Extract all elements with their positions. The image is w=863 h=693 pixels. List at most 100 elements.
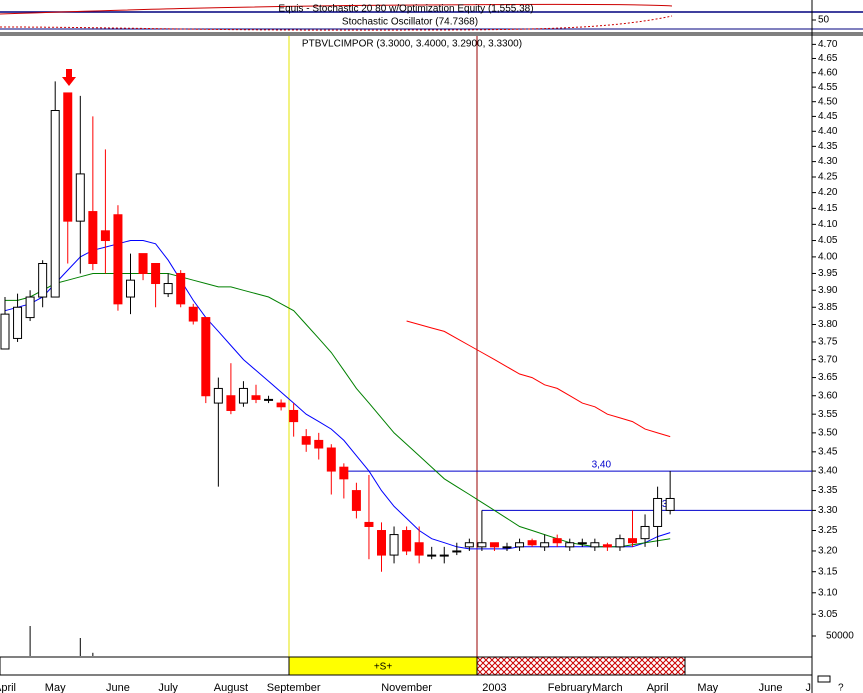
candle-body: [502, 546, 512, 549]
x-tick-label: November: [381, 682, 432, 693]
arrow: [62, 69, 76, 86]
candle-body: [151, 263, 161, 285]
x-tick-label: June: [106, 682, 130, 693]
candle-body: [452, 550, 462, 553]
line: [406, 320, 671, 438]
candle-body: [402, 530, 412, 552]
candle-body: [565, 542, 575, 548]
candle-body: [489, 542, 499, 548]
y-tick-label: 4.70: [818, 39, 838, 50]
x-tick-label: February: [548, 682, 593, 693]
y-tick-label: 4.40: [818, 126, 838, 137]
candle-body: [201, 317, 211, 397]
candle-body: [188, 306, 198, 322]
candle-body: [100, 230, 110, 242]
candle-body: [640, 525, 650, 540]
x-tick-label: September: [267, 682, 321, 693]
candle-body: [38, 263, 48, 298]
candle-body: [364, 521, 374, 527]
indicator-panel: [0, 0, 863, 33]
y-tick-label: 4.05: [818, 235, 838, 246]
y-tick-label: 3.20: [818, 546, 838, 557]
y-tick-label: 50: [818, 15, 830, 26]
candle-body: [439, 554, 449, 557]
candle-body: [377, 530, 386, 556]
equity-line-deco: [0, 3, 673, 15]
candle-body: [602, 544, 612, 548]
candle-body: [339, 466, 349, 480]
y-tick-label: 3.10: [818, 587, 838, 598]
y-tick-label: 4.20: [818, 187, 838, 198]
candle-body: [276, 402, 286, 408]
y-tick-label: 3.80: [818, 319, 838, 330]
x-tick-label: 2003: [482, 682, 506, 693]
x-tick-label: July: [158, 682, 178, 693]
y-tick-label: 4.60: [818, 67, 838, 78]
y-tick-label: 3.65: [818, 372, 838, 383]
candle-body: [289, 409, 299, 423]
candle-body: [50, 110, 60, 298]
level-label: 3,40: [592, 460, 612, 471]
x-tick-label: March: [592, 682, 623, 693]
y-tick-label: 3.25: [818, 525, 838, 536]
signal-box: [476, 656, 686, 676]
candle-body: [515, 542, 525, 548]
y-tick-label: 4.45: [818, 111, 838, 122]
candle-body: [63, 92, 73, 222]
indicator-title: Stochastic Oscillator (74.7368): [342, 17, 478, 28]
y-tick-label: 3.90: [818, 285, 838, 296]
y-tick-label: 4.25: [818, 172, 838, 183]
candle-body: [113, 214, 123, 305]
y-tick-label: 4.00: [818, 252, 838, 263]
candle-body: [238, 387, 248, 404]
y-tick-label: 3.05: [818, 609, 838, 620]
y-tick-label: 3.85: [818, 302, 838, 313]
x-tick-label: April: [0, 682, 16, 693]
y-tick-label: 3.35: [818, 485, 838, 496]
y-tick-label: 4.10: [818, 219, 838, 230]
candle-body: [477, 542, 487, 548]
y-tick-label: 4.65: [818, 53, 838, 64]
candle-body: [25, 296, 35, 319]
candle-body: [163, 283, 173, 295]
candle-body: [527, 540, 537, 546]
y-tick-label: 3.55: [818, 409, 838, 420]
line: [4, 240, 671, 550]
oscillator-line-deco: [0, 15, 673, 31]
candle-body: [427, 554, 437, 557]
y-tick-label: 3.60: [818, 390, 838, 401]
candle-body: [88, 211, 98, 265]
candle-body: [577, 542, 587, 545]
y-tick-label: 4.15: [818, 203, 838, 214]
x-tick-label: May: [697, 682, 718, 693]
candle-body: [13, 306, 23, 339]
y-tick-label: 4.30: [818, 156, 838, 167]
candle-body: [615, 538, 625, 548]
y-tick-label: 3.40: [818, 466, 838, 477]
y-tick-label: 50000: [826, 631, 854, 642]
candle-body: [590, 542, 600, 548]
line: [5, 273, 671, 548]
candle-body: [351, 490, 361, 511]
equity-title: Equis - Stochastic 20 80 w/Optimization …: [278, 4, 533, 15]
y-tick-label: 4.50: [818, 96, 838, 107]
candle-body: [414, 542, 424, 556]
y-tick-label: 3.75: [818, 337, 838, 348]
x-tick-label: June: [759, 682, 783, 693]
y-tick-label: 3.70: [818, 354, 838, 365]
y-tick-label: 4.55: [818, 82, 838, 93]
x-tick-label: April: [647, 682, 669, 693]
candle-body: [326, 447, 336, 472]
signal-label: +S+: [374, 662, 393, 673]
candle-body: [301, 436, 311, 445]
y-tick-label: 3.15: [818, 566, 838, 577]
candle-body: [251, 395, 261, 400]
y-tick-label: 3.30: [818, 505, 838, 516]
candle-body: [653, 497, 663, 527]
candle-body: [665, 497, 675, 511]
y-tick-label: 3.95: [818, 268, 838, 279]
candle-body: [628, 538, 637, 544]
candle-body: [0, 313, 10, 350]
candle-body: [264, 398, 274, 401]
